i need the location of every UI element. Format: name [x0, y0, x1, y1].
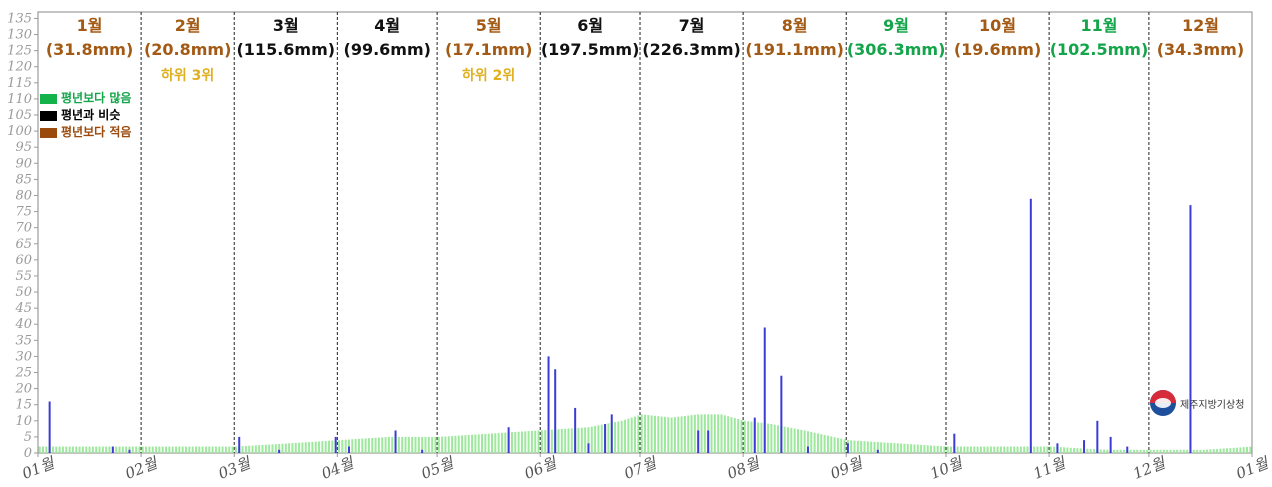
plot-frame: [37, 11, 1253, 454]
y-tick-label: 50: [15, 285, 32, 300]
legend-swatch-similar: [40, 110, 57, 121]
month-name-label: 10월: [979, 16, 1016, 35]
legend-label-more: 평년보다 많음: [61, 91, 132, 105]
y-tick-label: 15: [15, 398, 32, 413]
x-tick-label: 02월: [123, 453, 161, 482]
x-tick-label: 08월: [725, 453, 763, 482]
y-tick-label: 5: [24, 430, 32, 445]
month-total-label: (102.5mm): [1050, 40, 1149, 59]
y-tick-label: 75: [15, 205, 32, 220]
y-tick-label: 55: [15, 269, 32, 284]
month-name-label: 7월: [679, 16, 705, 35]
legend-item-less: 평년보다 적음: [40, 124, 131, 141]
x-tick-label: 10월: [928, 453, 966, 482]
month-name-label: 4월: [374, 16, 400, 35]
kma-logo: 제주지방기상청: [1150, 390, 1244, 416]
month-total-label: (306.3mm): [847, 40, 946, 59]
y-tick-label: 135: [7, 11, 32, 26]
y-tick-label: 105: [7, 108, 32, 123]
month-name-label: 6월: [577, 16, 603, 35]
month-name-label: 11월: [1081, 16, 1118, 35]
y-tick-label: 85: [15, 172, 32, 187]
month-total-label: (191.1mm): [745, 40, 844, 59]
y-tick-label: 120: [7, 60, 32, 75]
legend-label-less: 평년보다 적음: [61, 125, 132, 139]
y-tick-label: 0: [24, 446, 32, 461]
y-tick-label: 60: [15, 253, 32, 268]
x-tick-label: 06월: [522, 453, 560, 482]
legend-swatch-more: [40, 93, 57, 104]
x-tick-label: 11월: [1031, 453, 1069, 482]
y-tick-label: 90: [15, 156, 32, 171]
legend-item-similar: 평년과 비슷: [40, 107, 131, 124]
month-name-label: 8월: [782, 16, 808, 35]
kma-emblem-icon: [1150, 390, 1176, 416]
y-tick-label: 25: [14, 366, 32, 381]
kma-logo-text: 제주지방기상청: [1180, 399, 1245, 411]
y-tick-label: 70: [15, 221, 32, 236]
x-tick-label: 03월: [216, 453, 254, 482]
legend-label-similar: 평년과 비슷: [61, 108, 121, 122]
month-name-label: 3월: [273, 16, 299, 35]
month-total-label: (31.8mm): [46, 40, 133, 59]
y-tick-label: 100: [7, 124, 32, 139]
y-tick-label: 125: [7, 44, 32, 59]
month-total-label: (99.6mm): [344, 40, 431, 59]
y-tick-label: 130: [7, 28, 32, 43]
month-total-label: (17.1mm): [445, 40, 532, 59]
y-tick-label: 45: [14, 301, 32, 316]
month-rank-label: 하위 3위: [161, 67, 214, 84]
legend-item-more: 평년보다 많음: [40, 90, 131, 107]
month-total-label: (20.8mm): [144, 40, 231, 59]
month-total-label: (197.5mm): [541, 40, 640, 59]
legend-swatch-less: [40, 127, 57, 138]
month-rank-label: 하위 2위: [462, 67, 515, 84]
x-tick-label: 05월: [419, 453, 457, 482]
y-tick-label: 115: [7, 76, 32, 91]
y-tick-label: 20: [14, 382, 32, 397]
y-tick-label: 10: [15, 414, 32, 429]
y-tick-label: 65: [15, 237, 32, 252]
month-name-label: 12월: [1182, 16, 1219, 35]
month-total-label: (226.3mm): [642, 40, 741, 59]
month-name-label: 2월: [175, 16, 201, 35]
month-name-label: 1월: [77, 16, 103, 35]
x-tick-label: 04월: [319, 453, 357, 482]
y-tick-label: 80: [15, 188, 32, 203]
month-name-label: 5월: [476, 16, 502, 35]
x-tick-label: 01월: [1234, 453, 1272, 482]
x-tick-label: 12월: [1130, 453, 1168, 482]
month-total-label: (19.6mm): [954, 40, 1041, 59]
month-name-label: 9월: [883, 16, 909, 35]
month-total-label: (34.3mm): [1157, 40, 1244, 59]
x-tick-label: 07월: [622, 453, 660, 482]
y-tick-label: 40: [14, 317, 32, 332]
y-tick-label: 95: [15, 140, 32, 155]
y-tick-label: 35: [15, 333, 32, 348]
legend: 평년보다 많음 평년과 비슷 평년보다 적음: [40, 90, 131, 141]
month-total-label: (115.6mm): [236, 40, 335, 59]
y-tick-label: 110: [7, 92, 32, 107]
x-tick-label: 09월: [828, 453, 866, 482]
y-tick-label: 30: [15, 349, 32, 364]
